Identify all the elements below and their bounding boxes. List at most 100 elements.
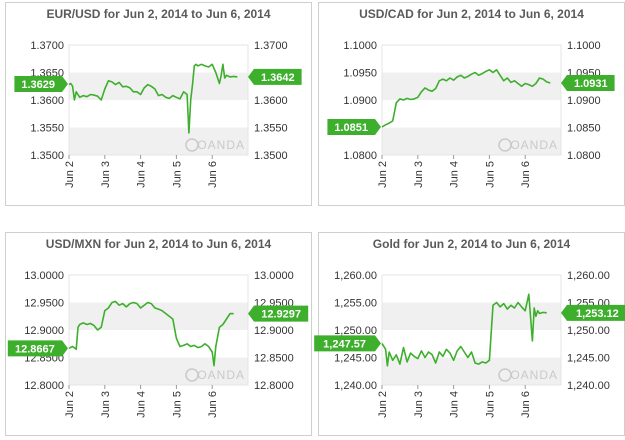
x-tick-label: Jun 6: [207, 161, 219, 188]
y-tick-label-right: 1.3700: [254, 40, 288, 52]
x-tick-label: Jun 5: [171, 161, 183, 188]
grid-band: [69, 100, 248, 128]
grid-band: [382, 275, 561, 303]
y-tick-label-right: 1,240.00: [567, 380, 610, 392]
y-tick-label-left: 12.9000: [24, 325, 64, 337]
chart-panel-usdmxn: USD/MXN for Jun 2, 2014 to Jun 6, 2014 1…: [5, 232, 312, 436]
grid-band: [382, 100, 561, 128]
x-tick-label: Jun 2: [377, 391, 389, 418]
grid-band: [69, 357, 248, 385]
x-tick-label: Jun 5: [484, 391, 496, 418]
grid-band: [382, 45, 561, 73]
grid-band: [69, 127, 248, 155]
y-tick-label-left: 1.3700: [30, 40, 64, 52]
y-tick-label-right: 1,245.00: [567, 353, 610, 365]
last-price-badge: [561, 304, 625, 321]
last-price-badge: [248, 305, 309, 322]
x-tick-label: Jun 2: [64, 391, 76, 418]
open-price-label: 1,247.57: [323, 338, 366, 350]
y-tick-label-left: 1,245.00: [334, 353, 377, 365]
last-price-label: 12.9297: [261, 309, 301, 321]
chart-title: USD/MXN for Jun 2, 2014 to Jun 6, 2014: [45, 237, 272, 251]
grid-band: [69, 275, 248, 303]
y-tick-label-right: 13.0000: [254, 270, 294, 282]
price-series-line: [381, 69, 551, 128]
open-price-label: 12.8667: [15, 343, 55, 355]
y-tick-label-left: 1,260.00: [334, 270, 377, 282]
grid-band: [69, 302, 248, 330]
x-tick-label: Jun 3: [413, 161, 425, 188]
grid-band: [69, 330, 248, 358]
chart-title: EUR/USD for Jun 2, 2014 to Jun 6, 2014: [46, 7, 271, 21]
open-price-badge: [314, 335, 381, 352]
y-tick-label-right: 1.3600: [254, 95, 288, 107]
chart-svg: 1,260.00 1,260.001,255.00 1,255.001,250.00…: [314, 270, 625, 418]
oanda-logo-icon: [498, 138, 512, 152]
y-tick-label-left: 1.3500: [30, 150, 64, 162]
y-tick-label-left: 1.1000: [343, 40, 377, 52]
x-tick-label: Jun 5: [484, 161, 496, 188]
open-price-badge: [14, 76, 68, 93]
y-tick-label-left: 1,255.00: [334, 298, 377, 310]
price-series-line: [68, 300, 234, 367]
x-tick-label: Jun 5: [171, 391, 183, 418]
oanda-watermark: OANDA: [510, 368, 558, 382]
oanda-watermark: OANDA: [197, 368, 245, 382]
x-tick-label: Jun 6: [207, 391, 219, 418]
open-price-badge: [327, 118, 381, 135]
x-tick-label: Jun 4: [449, 161, 461, 188]
grid-band: [69, 45, 248, 73]
y-tick-label-left: 13.0000: [24, 270, 64, 282]
oanda-logo-icon: [185, 138, 199, 152]
x-tick-label: Jun 3: [413, 391, 425, 418]
plot-frame: [68, 274, 249, 386]
x-tick-label: Jun 2: [377, 161, 389, 188]
y-tick-label-right: 1.0800: [567, 150, 601, 162]
y-tick-label-left: 1.0900: [343, 95, 377, 107]
grid-band: [382, 357, 561, 385]
chart-panel-eurusd: EUR/USD for Jun 2, 2014 to Jun 6, 2014 1…: [5, 2, 312, 206]
y-tick-label-right: 1.3500: [254, 150, 288, 162]
open-price-label: 1.3629: [21, 79, 55, 91]
last-price-label: 1.3642: [261, 72, 295, 84]
y-tick-label-left: 1.3550: [30, 123, 64, 135]
y-tick-label-left: 1.0950: [343, 68, 377, 80]
y-tick-label-right: 1.1000: [567, 40, 601, 52]
y-tick-label-right: 1.0850: [567, 123, 601, 135]
oanda-watermark: OANDA: [510, 138, 558, 152]
chart-svg: 1.37001.37001.36501.36501.36001.36001.35…: [14, 40, 302, 188]
x-tick-label: Jun 3: [100, 391, 112, 418]
chart-panel-gold: Gold for Jun 2, 2014 to Jun 6, 2014 1,26…: [314, 232, 625, 436]
chart-title: Gold for Jun 2, 2014 to Jun 6, 2014: [372, 237, 571, 251]
chart-panel-usdcad: USD/CAD for Jun 2, 2014 to Jun 6, 2014 1…: [318, 2, 625, 206]
y-tick-label-right: 12.8500: [254, 353, 294, 365]
y-tick-label-right: 1,250.00: [567, 325, 610, 337]
y-tick-label-left: 1.3600: [30, 95, 64, 107]
y-tick-label-right: 1,260.00: [567, 270, 610, 282]
y-tick-label-right: 1.0900: [567, 95, 601, 107]
open-price-label: 1.0851: [334, 122, 368, 134]
y-tick-label-left: 1.0800: [343, 150, 377, 162]
y-tick-label-left: 12.8000: [24, 380, 64, 392]
grid-band: [382, 127, 561, 155]
y-tick-label-left: 12.9500: [24, 298, 64, 310]
chart-title: USD/CAD for Jun 2, 2014 to Jun 6, 2014: [359, 7, 584, 21]
price-series-line: [381, 293, 547, 367]
x-tick-label: Jun 4: [136, 161, 148, 188]
y-tick-label-right: 12.8000: [254, 380, 294, 392]
oanda-logo-icon: [498, 368, 512, 382]
x-tick-label: Jun 4: [136, 391, 148, 418]
grid-band: [382, 72, 561, 100]
last-price-label: 1,253.12: [576, 308, 619, 320]
last-price-badge: [561, 74, 615, 91]
last-price-label: 1.0931: [574, 78, 608, 90]
x-tick-label: Jun 3: [100, 161, 112, 188]
x-tick-label: Jun 6: [520, 161, 532, 188]
y-tick-label-right: 1.3550: [254, 123, 288, 135]
open-price-badge: [7, 340, 69, 357]
plot-frame: [381, 44, 562, 156]
oanda-watermark: OANDA: [197, 138, 245, 152]
oanda-logo-icon: [185, 368, 199, 382]
